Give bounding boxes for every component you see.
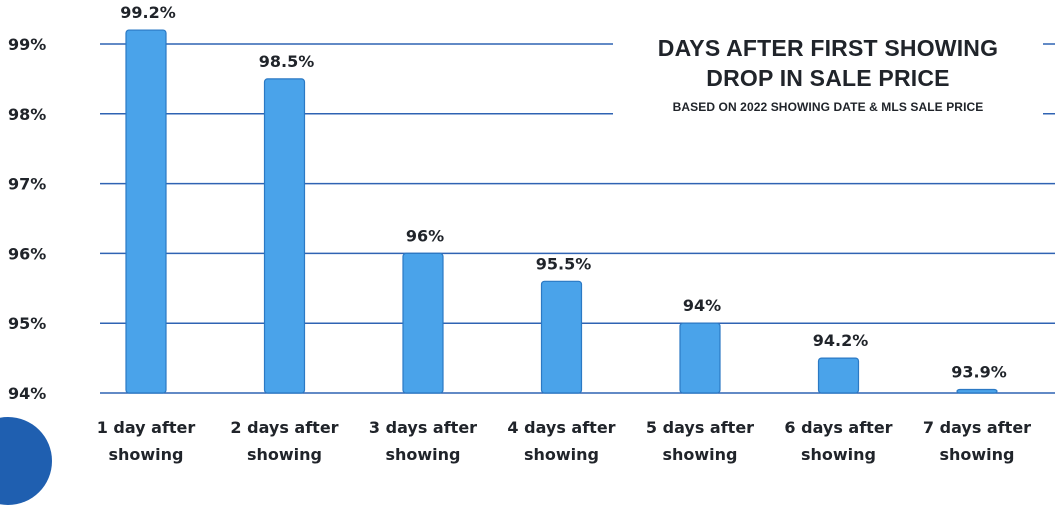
bar-4	[542, 281, 582, 393]
bar-6	[819, 358, 859, 393]
bar-value-label: 99.2%	[120, 3, 176, 22]
category-label: 3 days after	[369, 418, 477, 437]
category-label: showing	[939, 445, 1014, 464]
bar-value-label: 96%	[406, 226, 444, 245]
bar-value-label: 98.5%	[259, 52, 315, 71]
bar-value-label: 94%	[683, 296, 721, 315]
y-tick-label: 96%	[8, 244, 46, 263]
category-label: 1 day after	[97, 418, 196, 437]
bar-value-label: 95.5%	[536, 254, 592, 273]
bar-value-label: 93.9%	[951, 363, 1007, 382]
y-tick-label: 97%	[8, 175, 46, 194]
bar-7	[957, 390, 997, 393]
category-label: showing	[247, 445, 322, 464]
category-label: showing	[801, 445, 876, 464]
bar-3	[403, 253, 443, 393]
bar-value-label: 94.2%	[813, 331, 869, 350]
category-labels: 1 day after showing 2 days after showing 3 d…	[97, 418, 1031, 464]
y-tick-label: 99%	[8, 35, 46, 54]
category-label: 2 days after	[230, 418, 338, 437]
chart-title-line-2: DROP IN SALE PRICE	[613, 63, 1043, 93]
y-axis-labels: 99% 98% 97% 96% 95% 94%	[8, 35, 46, 403]
category-label: 6 days after	[784, 418, 892, 437]
category-label: showing	[662, 445, 737, 464]
chart-title-block: DAYS AFTER FIRST SHOWING DROP IN SALE PR…	[613, 29, 1043, 117]
category-label: 5 days after	[646, 418, 754, 437]
category-label: 4 days after	[507, 418, 615, 437]
y-tick-label: 98%	[8, 105, 46, 124]
y-tick-label: 94%	[8, 384, 46, 403]
bar-2	[265, 79, 305, 393]
category-label: showing	[108, 445, 183, 464]
category-label: showing	[524, 445, 599, 464]
chart-title-line-1: DAYS AFTER FIRST SHOWING	[613, 33, 1043, 63]
chart-subtitle: BASED ON 2022 SHOWING DATE & MLS SALE PR…	[613, 99, 1043, 115]
y-tick-label: 95%	[8, 314, 46, 333]
bar-1	[126, 30, 166, 393]
bar-5	[680, 323, 720, 393]
category-label: 7 days after	[923, 418, 1031, 437]
category-label: showing	[385, 445, 460, 464]
